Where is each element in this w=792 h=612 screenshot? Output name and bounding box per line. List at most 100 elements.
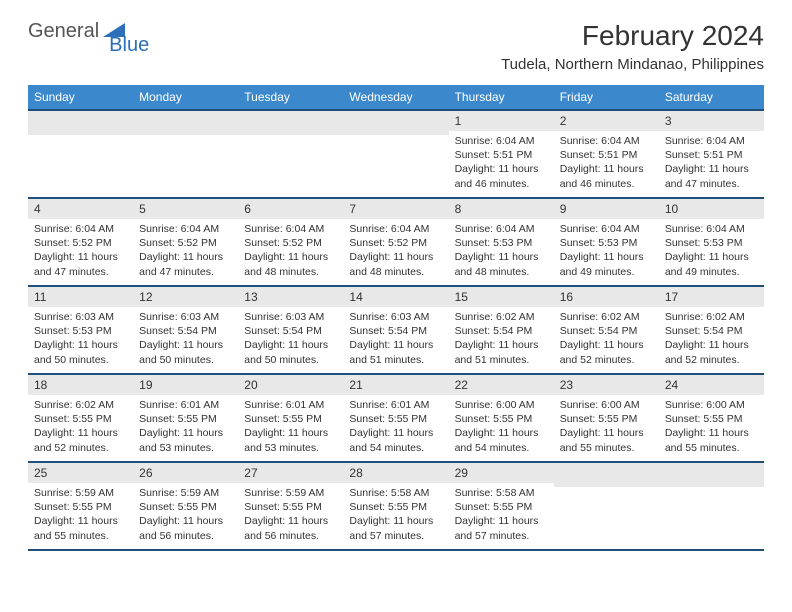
calendar-day-cell (554, 462, 659, 550)
calendar-day-cell: 19Sunrise: 6:01 AMSunset: 5:55 PMDayligh… (133, 374, 238, 462)
calendar-week-row: 4Sunrise: 6:04 AMSunset: 5:52 PMDaylight… (28, 198, 764, 286)
calendar-day-cell: 15Sunrise: 6:02 AMSunset: 5:54 PMDayligh… (449, 286, 554, 374)
day-content: Sunrise: 5:59 AMSunset: 5:55 PMDaylight:… (28, 483, 133, 549)
weekday-header: Wednesday (343, 85, 448, 110)
calendar-table: Sunday Monday Tuesday Wednesday Thursday… (28, 85, 764, 551)
day-number: 26 (133, 463, 238, 483)
calendar-day-cell: 20Sunrise: 6:01 AMSunset: 5:55 PMDayligh… (238, 374, 343, 462)
calendar-day-cell: 21Sunrise: 6:01 AMSunset: 5:55 PMDayligh… (343, 374, 448, 462)
day-number: 29 (449, 463, 554, 483)
day-number: 2 (554, 111, 659, 131)
calendar-day-cell: 26Sunrise: 5:59 AMSunset: 5:55 PMDayligh… (133, 462, 238, 550)
logo: General Blue (28, 20, 127, 43)
day-number: 16 (554, 287, 659, 307)
day-number: 19 (133, 375, 238, 395)
day-content: Sunrise: 6:00 AMSunset: 5:55 PMDaylight:… (554, 395, 659, 461)
calendar-day-cell: 28Sunrise: 5:58 AMSunset: 5:55 PMDayligh… (343, 462, 448, 550)
day-number: 6 (238, 199, 343, 219)
empty-day-number (659, 463, 764, 487)
day-content: Sunrise: 6:00 AMSunset: 5:55 PMDaylight:… (659, 395, 764, 461)
day-content: Sunrise: 6:04 AMSunset: 5:53 PMDaylight:… (659, 219, 764, 285)
day-number: 14 (343, 287, 448, 307)
location: Tudela, Northern Mindanao, Philippines (501, 56, 764, 73)
calendar-day-cell: 4Sunrise: 6:04 AMSunset: 5:52 PMDaylight… (28, 198, 133, 286)
day-number: 1 (449, 111, 554, 131)
empty-day-number (28, 111, 133, 135)
day-number: 7 (343, 199, 448, 219)
day-content: Sunrise: 6:01 AMSunset: 5:55 PMDaylight:… (238, 395, 343, 461)
calendar-day-cell: 11Sunrise: 6:03 AMSunset: 5:53 PMDayligh… (28, 286, 133, 374)
day-content: Sunrise: 6:04 AMSunset: 5:51 PMDaylight:… (449, 131, 554, 197)
day-content: Sunrise: 6:02 AMSunset: 5:54 PMDaylight:… (554, 307, 659, 373)
logo-text-general: General (28, 20, 99, 43)
day-content: Sunrise: 6:02 AMSunset: 5:54 PMDaylight:… (449, 307, 554, 373)
calendar-day-cell: 18Sunrise: 6:02 AMSunset: 5:55 PMDayligh… (28, 374, 133, 462)
calendar-week-row: 1Sunrise: 6:04 AMSunset: 5:51 PMDaylight… (28, 110, 764, 198)
day-number: 17 (659, 287, 764, 307)
calendar-day-cell: 3Sunrise: 6:04 AMSunset: 5:51 PMDaylight… (659, 110, 764, 198)
day-number: 9 (554, 199, 659, 219)
day-number: 4 (28, 199, 133, 219)
calendar-week-row: 18Sunrise: 6:02 AMSunset: 5:55 PMDayligh… (28, 374, 764, 462)
day-content: Sunrise: 6:04 AMSunset: 5:51 PMDaylight:… (554, 131, 659, 197)
day-content: Sunrise: 6:04 AMSunset: 5:53 PMDaylight:… (449, 219, 554, 285)
day-number: 5 (133, 199, 238, 219)
day-content: Sunrise: 6:03 AMSunset: 5:54 PMDaylight:… (343, 307, 448, 373)
day-content: Sunrise: 6:04 AMSunset: 5:52 PMDaylight:… (133, 219, 238, 285)
day-content: Sunrise: 6:03 AMSunset: 5:54 PMDaylight:… (238, 307, 343, 373)
calendar-day-cell: 8Sunrise: 6:04 AMSunset: 5:53 PMDaylight… (449, 198, 554, 286)
day-number: 15 (449, 287, 554, 307)
day-number: 20 (238, 375, 343, 395)
calendar-week-row: 25Sunrise: 5:59 AMSunset: 5:55 PMDayligh… (28, 462, 764, 550)
day-content: Sunrise: 6:04 AMSunset: 5:53 PMDaylight:… (554, 219, 659, 285)
day-content: Sunrise: 6:02 AMSunset: 5:55 PMDaylight:… (28, 395, 133, 461)
day-content: Sunrise: 6:04 AMSunset: 5:52 PMDaylight:… (238, 219, 343, 285)
calendar-day-cell: 23Sunrise: 6:00 AMSunset: 5:55 PMDayligh… (554, 374, 659, 462)
weekday-header: Monday (133, 85, 238, 110)
day-number: 13 (238, 287, 343, 307)
day-number: 22 (449, 375, 554, 395)
empty-day-number (343, 111, 448, 135)
calendar-day-cell: 22Sunrise: 6:00 AMSunset: 5:55 PMDayligh… (449, 374, 554, 462)
day-number: 21 (343, 375, 448, 395)
day-content: Sunrise: 5:58 AMSunset: 5:55 PMDaylight:… (343, 483, 448, 549)
day-number: 11 (28, 287, 133, 307)
calendar-day-cell (343, 110, 448, 198)
day-content: Sunrise: 6:01 AMSunset: 5:55 PMDaylight:… (343, 395, 448, 461)
calendar-day-cell: 16Sunrise: 6:02 AMSunset: 5:54 PMDayligh… (554, 286, 659, 374)
day-number: 28 (343, 463, 448, 483)
day-number: 24 (659, 375, 764, 395)
calendar-day-cell (659, 462, 764, 550)
weekday-header: Tuesday (238, 85, 343, 110)
day-number: 27 (238, 463, 343, 483)
calendar-day-cell: 2Sunrise: 6:04 AMSunset: 5:51 PMDaylight… (554, 110, 659, 198)
day-content: Sunrise: 5:59 AMSunset: 5:55 PMDaylight:… (133, 483, 238, 549)
calendar-day-cell: 6Sunrise: 6:04 AMSunset: 5:52 PMDaylight… (238, 198, 343, 286)
title-block: February 2024 Tudela, Northern Mindanao,… (501, 20, 764, 73)
day-number: 25 (28, 463, 133, 483)
empty-day-number (133, 111, 238, 135)
calendar-day-cell: 10Sunrise: 6:04 AMSunset: 5:53 PMDayligh… (659, 198, 764, 286)
empty-day-number (238, 111, 343, 135)
calendar-day-cell: 1Sunrise: 6:04 AMSunset: 5:51 PMDaylight… (449, 110, 554, 198)
day-content: Sunrise: 6:00 AMSunset: 5:55 PMDaylight:… (449, 395, 554, 461)
calendar-week-row: 11Sunrise: 6:03 AMSunset: 5:53 PMDayligh… (28, 286, 764, 374)
calendar-day-cell (133, 110, 238, 198)
day-content: Sunrise: 5:59 AMSunset: 5:55 PMDaylight:… (238, 483, 343, 549)
calendar-day-cell: 9Sunrise: 6:04 AMSunset: 5:53 PMDaylight… (554, 198, 659, 286)
day-number: 3 (659, 111, 764, 131)
weekday-header: Saturday (659, 85, 764, 110)
day-content: Sunrise: 6:03 AMSunset: 5:53 PMDaylight:… (28, 307, 133, 373)
calendar-day-cell: 24Sunrise: 6:00 AMSunset: 5:55 PMDayligh… (659, 374, 764, 462)
day-content: Sunrise: 6:01 AMSunset: 5:55 PMDaylight:… (133, 395, 238, 461)
calendar-day-cell: 12Sunrise: 6:03 AMSunset: 5:54 PMDayligh… (133, 286, 238, 374)
day-number: 12 (133, 287, 238, 307)
calendar-day-cell: 13Sunrise: 6:03 AMSunset: 5:54 PMDayligh… (238, 286, 343, 374)
day-number: 8 (449, 199, 554, 219)
calendar-day-cell: 14Sunrise: 6:03 AMSunset: 5:54 PMDayligh… (343, 286, 448, 374)
calendar-day-cell: 27Sunrise: 5:59 AMSunset: 5:55 PMDayligh… (238, 462, 343, 550)
empty-day-number (554, 463, 659, 487)
calendar-day-cell (28, 110, 133, 198)
weekday-header-row: Sunday Monday Tuesday Wednesday Thursday… (28, 85, 764, 110)
weekday-header: Sunday (28, 85, 133, 110)
